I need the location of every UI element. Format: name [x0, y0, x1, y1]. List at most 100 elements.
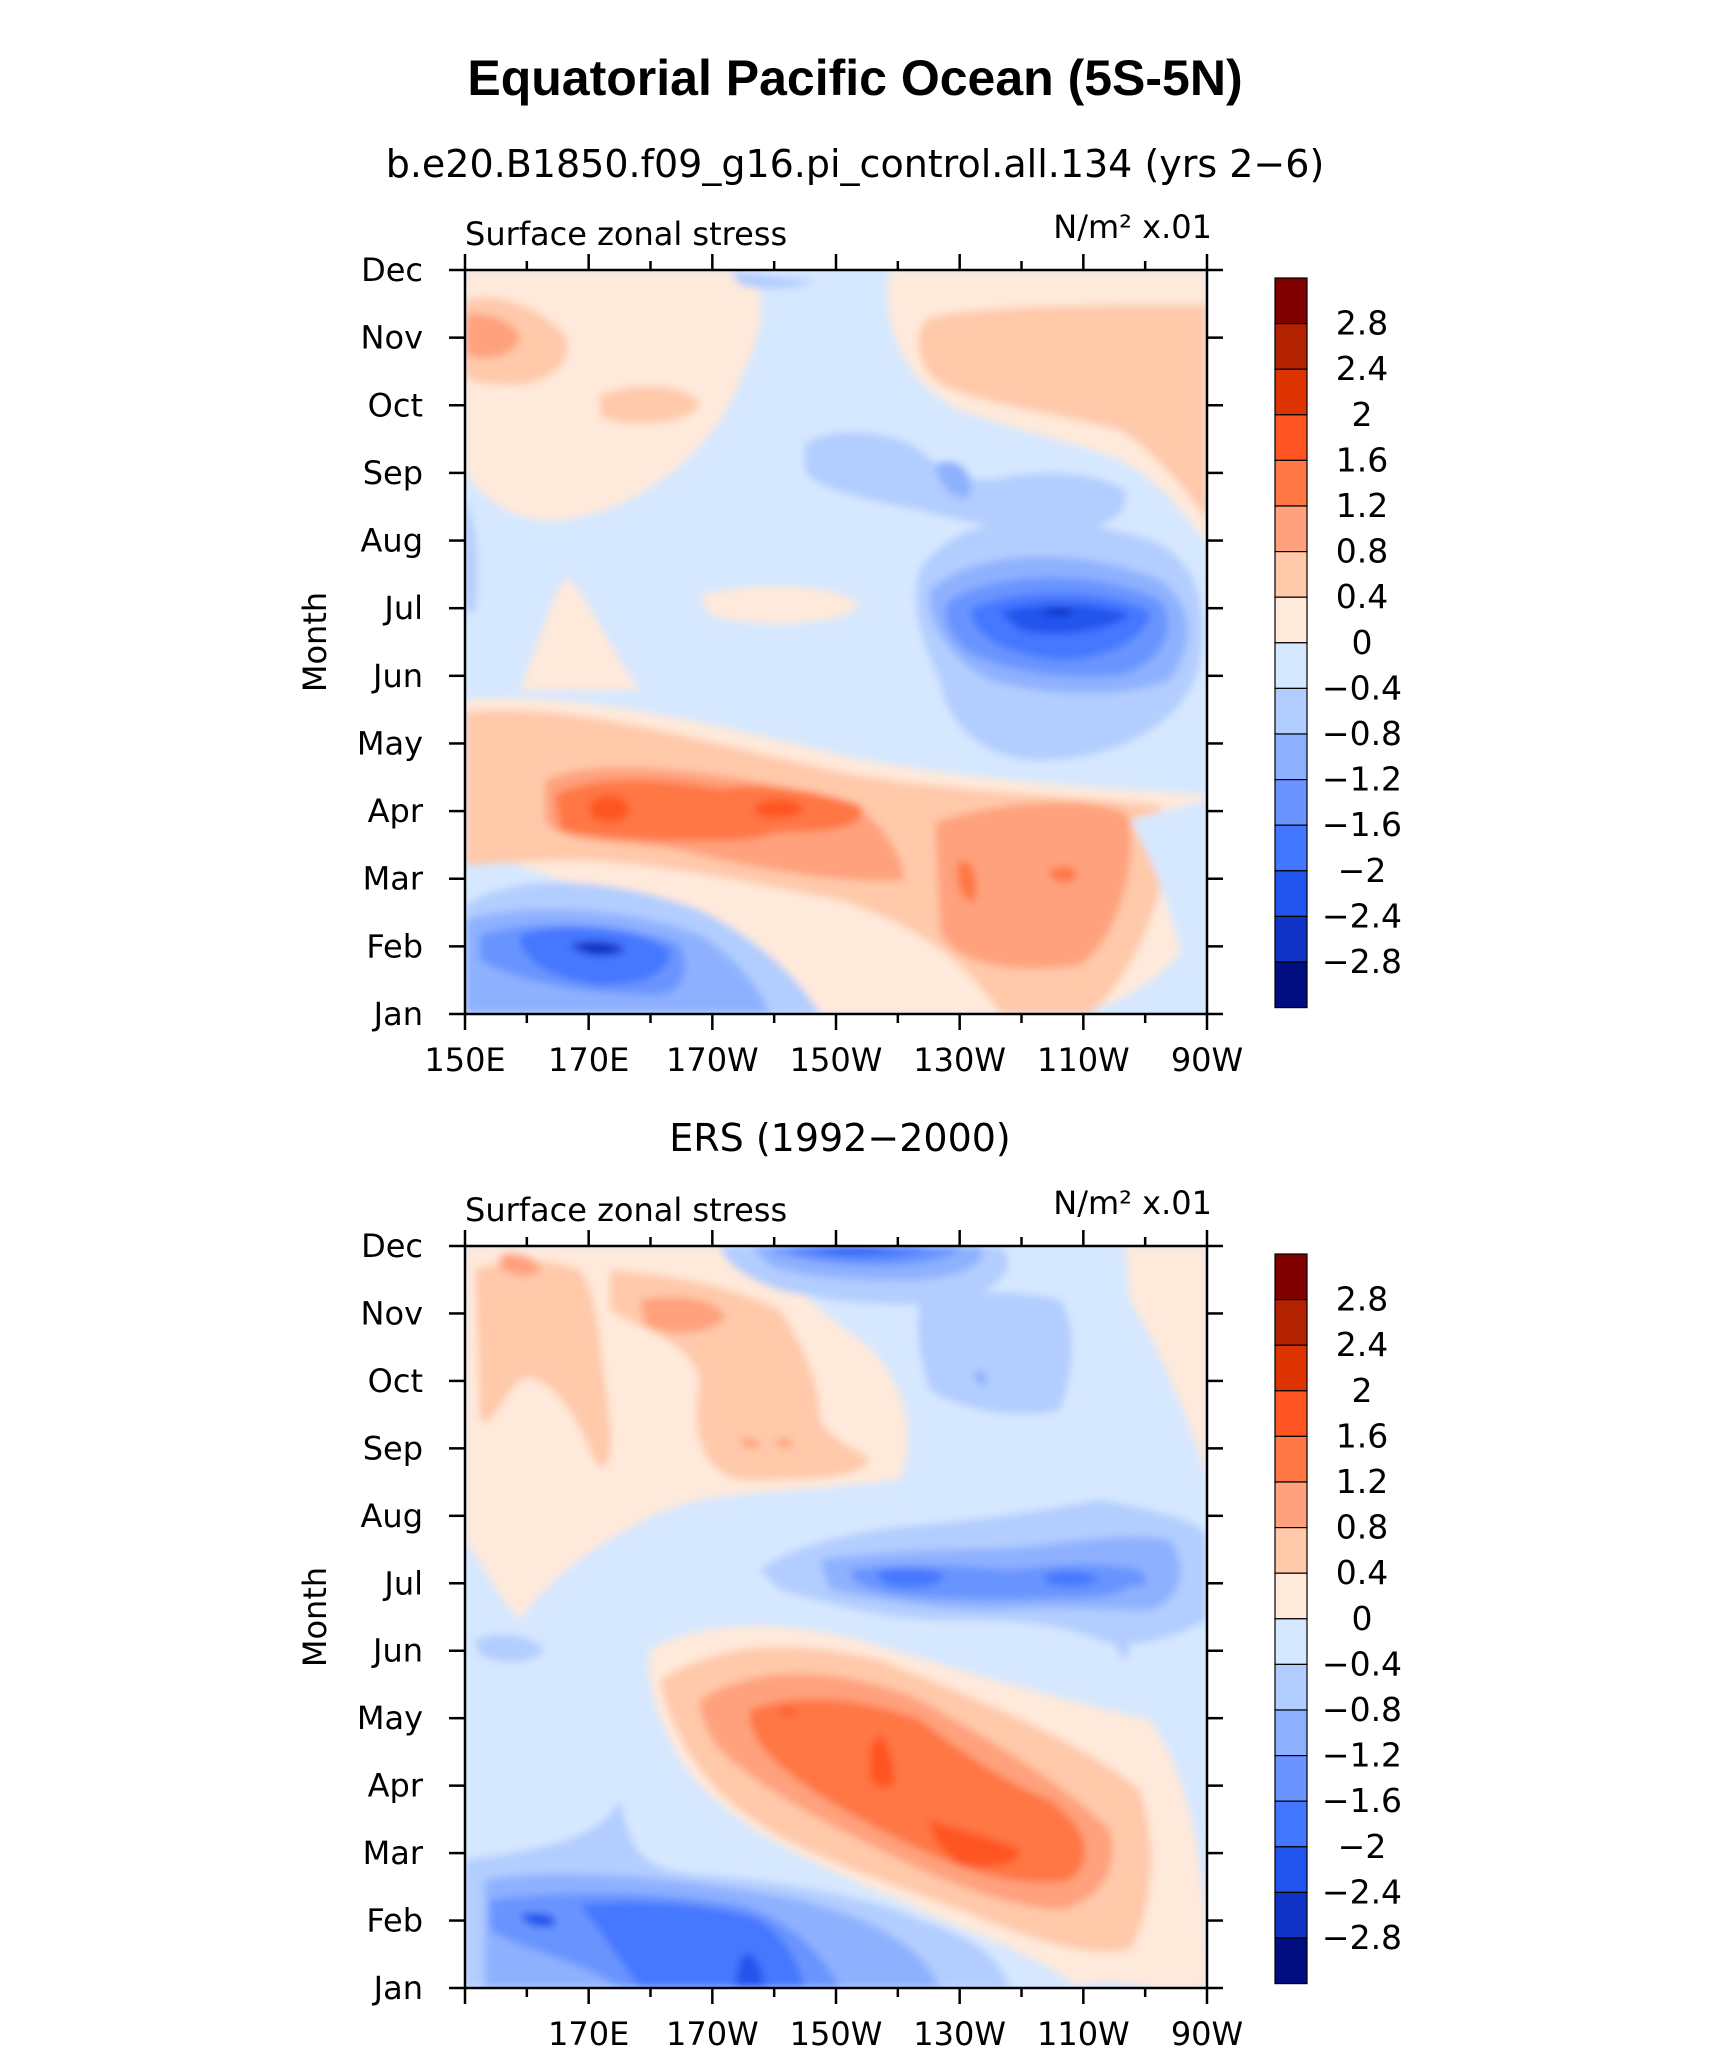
colorbar-swatch	[1274, 1618, 1308, 1666]
y-tick-label-dec: Dec	[361, 1227, 423, 1265]
panel-2-contour-level-0-8	[500, 1253, 540, 1276]
colorbar-label: 2.8	[1336, 1280, 1388, 1319]
panel-2-contour-level-0-4	[475, 1260, 611, 1467]
panel-1-colorbar: 2.8 2.4 2 1.6 1.2 0.8 0.4 0 −0.4 −0.8 −1.2 −1.6 −2 −2…	[1274, 277, 1402, 1009]
colorbar-swatch	[1274, 778, 1308, 826]
colorbar-swatch	[1274, 1481, 1308, 1529]
panel-1-y-axis-label: Month	[296, 592, 334, 692]
panel-2-contour-level-0-8	[775, 1438, 793, 1448]
x-tick-label-170w: 170W	[666, 2015, 759, 2053]
colorbar-label: −1.2	[1322, 760, 1402, 799]
x-tick-label-90w: 90W	[1171, 2015, 1243, 2053]
panel-1-contour-level-1-2	[957, 860, 977, 901]
panel-1-contour-level-neg-0	[1130, 800, 1207, 1014]
colorbar-label: 2	[1352, 1371, 1373, 1410]
colorbar-label: 0.8	[1336, 1508, 1388, 1547]
colorbar-swatch	[1274, 687, 1308, 735]
panel-1-contour-level-neg-0-4	[730, 270, 815, 289]
panel-2-axes: Jan Feb Mar Apr May Jun Jul Aug Sep Oct Nov Dec 170E…	[357, 1227, 1243, 2053]
colorbar-swatch	[1274, 1846, 1308, 1894]
colorbar-swatch	[1274, 550, 1308, 598]
colorbar-label: 2.8	[1336, 304, 1388, 343]
panel-2-contour-level-0-8	[740, 1438, 760, 1448]
colorbar-swatch	[1274, 1709, 1308, 1757]
colorbar-label: −1.2	[1322, 1736, 1402, 1775]
y-tick-label-jul: Jul	[382, 1564, 423, 1602]
colorbar-label: 2.4	[1336, 1325, 1388, 1364]
colorbar-swatch	[1274, 1344, 1308, 1392]
panel-2-contour-level-neg-0-4	[475, 1634, 545, 1662]
colorbar-swatch	[1274, 1390, 1308, 1438]
colorbar-label: −1.6	[1322, 805, 1402, 844]
panel-1: b.e20.B1850.f09_g16.pi_control.all.134 (…	[296, 142, 1402, 1079]
panel-2-contour-level-neg-2	[810, 1246, 900, 1253]
colorbar-label: −0.8	[1322, 714, 1402, 753]
colorbar-swatch	[1274, 642, 1308, 689]
panel-2-contour-field	[465, 1246, 1207, 1988]
colorbar-label: 0.8	[1336, 532, 1388, 571]
y-tick-label-dec: Dec	[361, 251, 423, 289]
panel-1-contour-level-neg-1-6	[520, 927, 670, 985]
panel-2-contour-level-1-6	[870, 1735, 895, 1788]
panel-1-variable-label: Surface zonal stress	[465, 215, 787, 253]
x-tick-label-150w: 150W	[790, 1041, 883, 1079]
y-tick-label-jul: Jul	[382, 589, 423, 627]
y-tick-label-nov: Nov	[361, 1294, 423, 1332]
panel-1-contour-level-0	[520, 579, 640, 690]
panel-1-units-label: N/m² x.01	[1053, 208, 1212, 246]
colorbar-swatch	[1274, 1754, 1308, 1802]
panel-2-contour-level-neg-2	[520, 1913, 556, 1927]
y-tick-label-jan: Jan	[372, 995, 423, 1033]
y-tick-label-mar: Mar	[363, 860, 424, 898]
y-tick-label-jun: Jun	[371, 1632, 423, 1670]
panel-2-contour-level-0-8	[640, 1296, 725, 1334]
panel-2-variable-label: Surface zonal stress	[465, 1191, 787, 1229]
colorbar-swatch	[1274, 1298, 1308, 1346]
panel-2-contour-level-1-2	[749, 1699, 1086, 1883]
panel-2-contour-level-neg-1-6	[1045, 1571, 1100, 1587]
panel-1-contour-level-0-8	[465, 314, 520, 358]
colorbar-swatch	[1274, 277, 1308, 325]
colorbar-label: −1.6	[1322, 1781, 1402, 1820]
y-tick-label-may: May	[357, 724, 423, 762]
x-tick-label-170e: 170E	[548, 1041, 629, 1079]
panel-2-contour-level-neg-0-4	[1109, 1615, 1130, 1660]
y-tick-label-oct: Oct	[368, 386, 423, 424]
colorbar-swatch	[1274, 961, 1308, 1009]
panel-1-contour-level-1-2	[1049, 866, 1076, 882]
panel-2-contour-level-neg-0-8	[974, 1370, 987, 1386]
y-tick-label-jun: Jun	[371, 657, 423, 695]
y-tick-label-sep: Sep	[363, 454, 423, 492]
panel-1-contour-field	[465, 270, 1207, 1014]
colorbar-label: 0	[1352, 623, 1373, 662]
y-tick-label-aug: Aug	[361, 522, 423, 560]
y-tick-label-apr: Apr	[368, 792, 424, 830]
colorbar-swatch	[1274, 733, 1308, 781]
colorbar-swatch	[1274, 596, 1308, 644]
panel-2-units-label: N/m² x.01	[1053, 1184, 1212, 1222]
panel-1-contour-level-neg-0-4	[465, 500, 477, 615]
colorbar-swatch	[1274, 1800, 1308, 1848]
colorbar-swatch	[1274, 1253, 1308, 1301]
colorbar-label: −2	[1338, 851, 1387, 890]
panel-1-contour-level-neg-2-4	[1040, 608, 1075, 616]
colorbar-swatch	[1274, 1435, 1308, 1483]
colorbar-label: 2	[1352, 395, 1373, 434]
panel-2: ERS (1992−2000) Surface zonal stress N/m…	[296, 1116, 1402, 2053]
colorbar-swatch	[1274, 414, 1308, 461]
colorbar-label: −2.8	[1322, 942, 1402, 981]
panel-1-contour-level-0	[700, 586, 860, 624]
colorbar-label: 0.4	[1336, 1553, 1388, 1592]
x-tick-label-130w: 130W	[913, 2015, 1006, 2053]
panel-2-contour-level-neg-2	[735, 1954, 765, 1988]
figure-title: Equatorial Pacific Ocean (5S-5N)	[467, 50, 1242, 106]
panel-1-contour-level-0-4	[600, 386, 700, 424]
panel-2-contour-level-neg-0	[1070, 1982, 1150, 1988]
colorbar-label: 1.6	[1336, 440, 1388, 479]
panel-2-contour-level-neg-1-6	[875, 1568, 945, 1588]
colorbar-label: −2.4	[1322, 896, 1402, 935]
colorbar-label: 1.2	[1336, 486, 1388, 525]
panel-2-contour-level-neg-1-2	[1120, 1569, 1147, 1587]
y-tick-label-jan: Jan	[372, 1969, 423, 2007]
